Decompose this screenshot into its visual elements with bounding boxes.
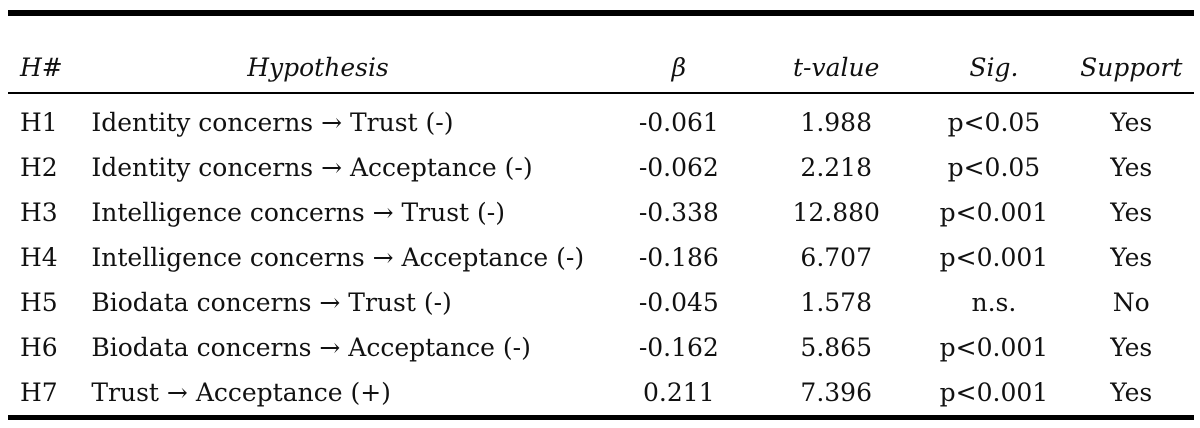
cell-support: No (1112, 288, 1150, 317)
cell-hypothesis: Trust → Acceptance (+) (91, 378, 391, 407)
cell-beta: 0.211 (643, 378, 715, 407)
cell-h: H5 (20, 288, 58, 317)
cell-hypothesis: Identity concerns → Trust (-) (91, 108, 454, 137)
table-row: H4 Intelligence concerns → Acceptance (-… (8, 235, 1194, 280)
cell-sig: p<0.001 (939, 333, 1049, 362)
cell-hypothesis: Identity concerns → Acceptance (-) (91, 153, 533, 182)
cell-tvalue: 1.988 (800, 108, 872, 137)
cell-beta: -0.338 (638, 198, 719, 227)
cell-h: H3 (20, 198, 58, 227)
cell-h: H1 (20, 108, 58, 137)
cell-sig: p<0.05 (947, 153, 1041, 182)
cell-h: H6 (20, 333, 58, 362)
header-beta: β (671, 52, 687, 82)
table-row: H7 Trust → Acceptance (+) 0.211 7.396 p<… (8, 370, 1194, 418)
cell-support: Yes (1110, 243, 1153, 272)
table-body: H1 Identity concerns → Trust (-) -0.061 … (8, 93, 1194, 418)
cell-hypothesis: Biodata concerns → Acceptance (-) (91, 333, 531, 362)
cell-support: Yes (1110, 378, 1153, 407)
cell-sig: p<0.001 (939, 378, 1049, 407)
cell-h: H2 (20, 153, 58, 182)
cell-support: Yes (1110, 153, 1153, 182)
cell-tvalue: 2.218 (800, 153, 872, 182)
cell-beta: -0.162 (638, 333, 719, 362)
header-row: H# Hypothesis β t-value Sig. Support (8, 13, 1194, 93)
header-h: H# (20, 52, 63, 82)
table-row: H6 Biodata concerns → Acceptance (-) -0.… (8, 325, 1194, 370)
table-row: H3 Intelligence concerns → Trust (-) -0.… (8, 190, 1194, 235)
cell-tvalue: 1.578 (800, 288, 872, 317)
cell-sig: n.s. (971, 288, 1017, 317)
cell-hypothesis: Intelligence concerns → Trust (-) (91, 198, 505, 227)
table-row: H1 Identity concerns → Trust (-) -0.061 … (8, 93, 1194, 145)
header-support: Support (1080, 52, 1183, 82)
cell-beta: -0.186 (638, 243, 719, 272)
cell-tvalue: 12.880 (792, 198, 880, 227)
cell-sig: p<0.001 (939, 243, 1049, 272)
cell-h: H4 (20, 243, 58, 272)
table-row: H2 Identity concerns → Acceptance (-) -0… (8, 145, 1194, 190)
cell-support: Yes (1110, 198, 1153, 227)
cell-sig: p<0.001 (939, 198, 1049, 227)
cell-tvalue: 7.396 (800, 378, 872, 407)
cell-support: Yes (1110, 333, 1153, 362)
cell-sig: p<0.05 (947, 108, 1041, 137)
hypothesis-results-table: H# Hypothesis β t-value Sig. Support H1 … (8, 10, 1194, 420)
cell-tvalue: 5.865 (800, 333, 872, 362)
header-tvalue: t-value (793, 52, 880, 82)
cell-support: Yes (1110, 108, 1153, 137)
table-row: H5 Biodata concerns → Trust (-) -0.045 1… (8, 280, 1194, 325)
header-sig: Sig. (969, 52, 1019, 82)
cell-h: H7 (20, 378, 58, 407)
cell-hypothesis: Biodata concerns → Trust (-) (91, 288, 452, 317)
cell-beta: -0.061 (638, 108, 719, 137)
cell-tvalue: 6.707 (800, 243, 872, 272)
table-header: H# Hypothesis β t-value Sig. Support (8, 13, 1194, 93)
cell-beta: -0.062 (638, 153, 719, 182)
cell-hypothesis: Intelligence concerns → Acceptance (-) (91, 243, 585, 272)
header-hypothesis: Hypothesis (247, 52, 389, 82)
cell-beta: -0.045 (638, 288, 719, 317)
